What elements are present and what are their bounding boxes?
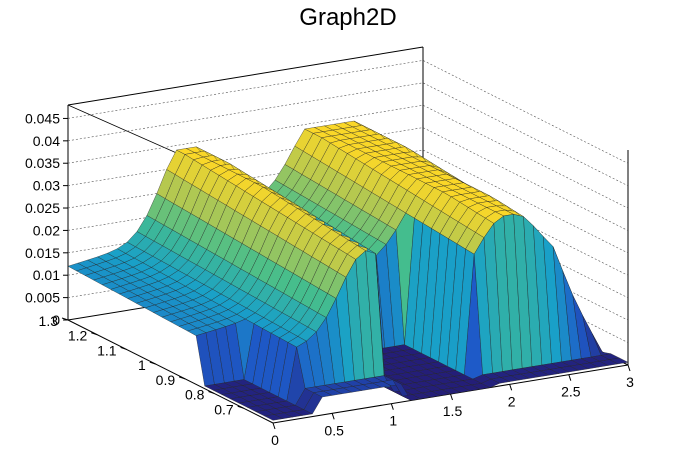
- x-tick: [272, 422, 276, 430]
- y-tick: [178, 376, 186, 380]
- z-tick-label: 0.01: [33, 267, 60, 283]
- z-tick-label: 0.025: [25, 200, 60, 216]
- y-tick: [208, 391, 215, 395]
- x-tick-label: 0: [271, 432, 279, 448]
- y-tick: [237, 405, 244, 409]
- y-tick-label: 1.2: [68, 328, 88, 344]
- y-tick-label: 0.8: [185, 387, 205, 403]
- z-tick-label: 0.02: [33, 222, 60, 238]
- y-tick: [149, 361, 157, 365]
- surface-cell: [609, 357, 629, 365]
- x-tick: [627, 364, 631, 372]
- z-tick-label: 0.045: [25, 110, 60, 126]
- x-tick-label: 2: [508, 393, 516, 409]
- y-tick-label: 1.1: [97, 342, 117, 358]
- x-tick: [331, 413, 335, 420]
- y-tick-label: 0.7: [214, 401, 234, 417]
- x-tick-label: 1: [389, 413, 397, 429]
- z-tick-label: 0.005: [25, 290, 60, 306]
- x-tick-label: 2.5: [561, 384, 581, 400]
- x-tick: [390, 403, 394, 410]
- y-tick-label: 0.9: [156, 372, 176, 388]
- y-tick-label: 1: [138, 357, 146, 373]
- x-tick-label: 1.5: [443, 403, 463, 419]
- y-tick: [120, 346, 127, 350]
- z-tick-label: 0.03: [33, 178, 60, 194]
- y-tick: [91, 332, 98, 336]
- y-tick-label: 1.3: [39, 313, 59, 329]
- z-tick-label: 0.035: [25, 155, 60, 171]
- z-tick-label: 0.04: [33, 133, 60, 149]
- x-tick: [568, 374, 572, 381]
- z-tick-label: 0: [52, 312, 60, 328]
- surface-mesh: [67, 120, 629, 421]
- x-tick: [509, 384, 513, 391]
- x-tick-label: 3: [626, 374, 634, 390]
- y-tick: [61, 317, 69, 321]
- x-tick-label: 0.5: [324, 422, 344, 438]
- x-tick: [450, 393, 453, 401]
- z-tick-label: 0.015: [25, 245, 60, 261]
- axis-ticks: 0 0.005 0.01 0.015 0.02 0.025 0.03 0.035 0.04 0.0…: [25, 110, 634, 448]
- chart-title: Graph2D: [299, 4, 397, 31]
